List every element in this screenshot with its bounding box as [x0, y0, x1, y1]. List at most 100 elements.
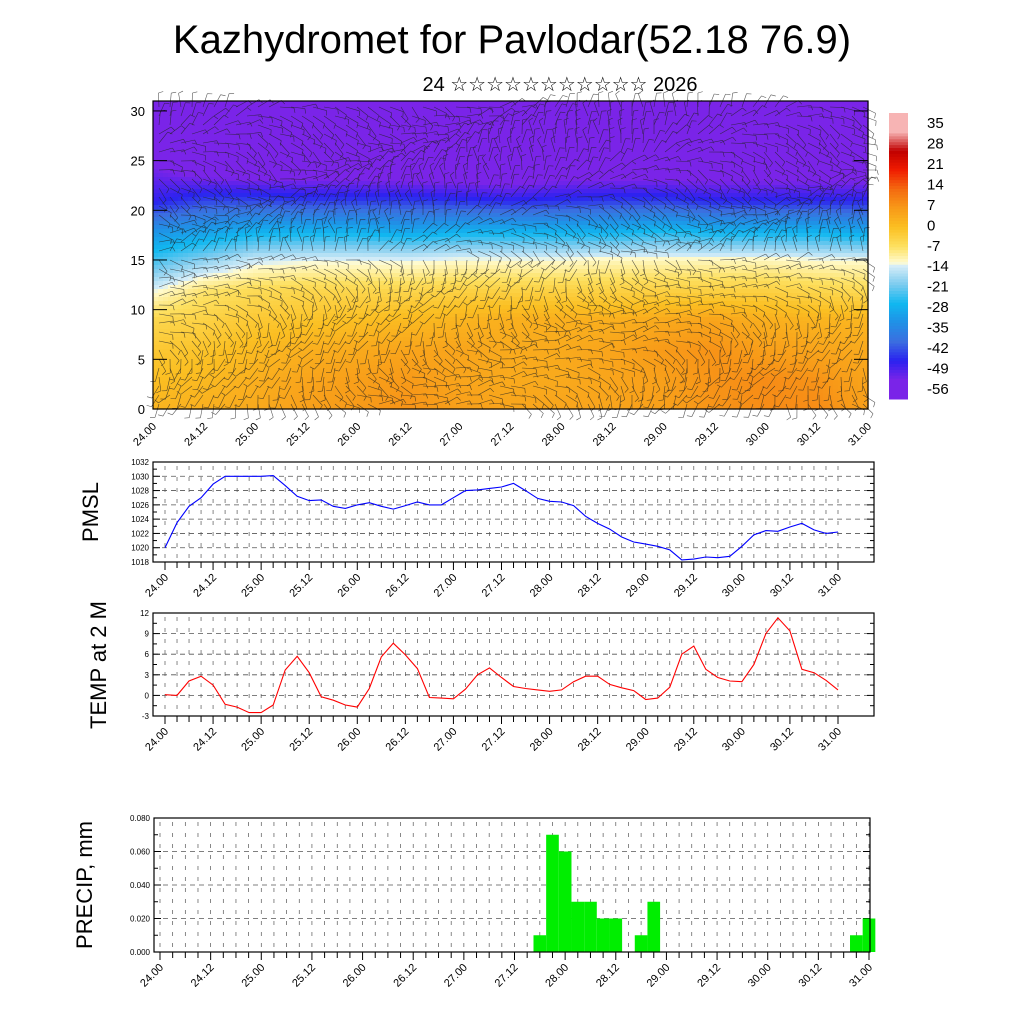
heatmap-cell	[628, 173, 634, 178]
heatmap-cell	[578, 193, 584, 198]
heatmap-cell	[723, 149, 729, 154]
heatmap-cell	[573, 237, 579, 242]
heatmap-cell	[173, 133, 179, 138]
heatmap-cell	[538, 129, 544, 134]
heatmap-cell	[468, 169, 474, 174]
heatmap-cell	[513, 113, 519, 118]
heatmap-cell	[543, 161, 549, 166]
heatmap-cell	[638, 221, 644, 226]
heatmap-cell	[443, 141, 449, 146]
heatmap-cell	[663, 197, 669, 202]
heatmap-cell	[473, 225, 479, 230]
heatmap-cell	[803, 109, 809, 114]
heatmap-cell	[453, 105, 459, 110]
heatmap-cell	[238, 233, 244, 238]
heatmap-cell	[648, 129, 654, 134]
heatmap-cell	[488, 237, 494, 242]
heatmap-cell	[638, 165, 644, 170]
heatmap-cell	[693, 109, 699, 114]
heatmap-cell	[578, 217, 584, 222]
heatmap-cell	[373, 125, 379, 130]
heatmap-cell	[623, 113, 629, 118]
heatmap-cell	[243, 117, 249, 122]
heatmap-cell	[333, 161, 339, 166]
heatmap-cell	[153, 121, 159, 126]
heatmap-cell	[853, 233, 859, 238]
heatmap-cell	[628, 221, 634, 226]
heatmap-cell	[383, 225, 389, 230]
heatmap-cell	[798, 189, 804, 194]
heatmap-cell	[833, 185, 839, 190]
heatmap-cell	[213, 205, 219, 210]
heatmap-cell	[493, 165, 499, 170]
heatmap-cell	[298, 213, 304, 218]
heatmap-cell	[313, 165, 319, 170]
heatmap-cell	[558, 145, 564, 150]
heatmap-cell	[363, 189, 369, 194]
heatmap-cell	[223, 117, 229, 122]
heatmap-cell	[363, 229, 369, 234]
heatmap-cell	[258, 193, 264, 198]
heatmap-cell	[213, 109, 219, 114]
heatmap-cell	[678, 137, 684, 142]
heatmap-cell	[643, 185, 649, 190]
heatmap-cell	[298, 109, 304, 114]
heatmap-cell	[713, 153, 719, 158]
heatmap-cell	[373, 189, 379, 194]
heatmap-cell	[838, 165, 844, 170]
heatmap-cell	[543, 169, 549, 174]
heatmap-cell	[393, 189, 399, 194]
heatmap-cell	[683, 125, 689, 130]
heatmap-cell	[738, 177, 744, 182]
heatmap-cell	[613, 233, 619, 238]
heatmap-cell	[338, 193, 344, 198]
heatmap-cell	[783, 121, 789, 126]
heatmap-cell	[228, 189, 234, 194]
heatmap-cell	[733, 125, 739, 130]
heatmap-cell	[363, 149, 369, 154]
heatmap-cell	[308, 117, 314, 122]
heatmap-cell	[698, 185, 704, 190]
heatmap-cell	[703, 125, 709, 130]
heatmap-cell	[823, 169, 829, 174]
heatmap-cell	[288, 209, 294, 214]
heatmap-cell	[423, 217, 429, 222]
heatmap-cell	[623, 189, 629, 194]
heatmap-cell	[248, 117, 254, 122]
heatmap-cell	[803, 105, 809, 110]
heatmap-cell	[178, 193, 184, 198]
heatmap-cell	[228, 137, 234, 142]
heatmap-cell	[338, 113, 344, 118]
heatmap-cell	[433, 133, 439, 138]
heatmap-cell	[343, 101, 349, 106]
heatmap-cell	[443, 197, 449, 202]
heatmap-cell	[743, 105, 749, 110]
heatmap-cell	[668, 201, 674, 206]
heatmap-cell	[468, 233, 474, 238]
heatmap-cell	[653, 181, 659, 186]
heatmap-cell	[848, 197, 854, 202]
heatmap-cell	[828, 229, 834, 234]
heatmap-cell	[548, 105, 554, 110]
heatmap-cell	[668, 185, 674, 190]
heatmap-cell	[558, 149, 564, 154]
heatmap-cell	[738, 205, 744, 210]
heatmap-cell	[248, 233, 254, 238]
heatmap-cell	[713, 109, 719, 114]
heatmap-cell	[748, 165, 754, 170]
heatmap-cell	[658, 105, 664, 110]
heatmap-cell	[863, 181, 869, 186]
heatmap-cell	[198, 145, 204, 150]
heatmap-cell	[418, 137, 424, 142]
heatmap-cell	[178, 181, 184, 186]
heatmap-cell	[353, 205, 359, 210]
heatmap-cell	[403, 141, 409, 146]
heatmap-cell	[798, 173, 804, 178]
heatmap-cell	[618, 181, 624, 186]
heatmap-cell	[583, 133, 589, 138]
heatmap-cell	[388, 125, 394, 130]
heatmap-cell	[548, 197, 554, 202]
heatmap-cell	[508, 153, 514, 158]
heatmap-cell	[198, 109, 204, 114]
heatmap-cell	[218, 221, 224, 226]
